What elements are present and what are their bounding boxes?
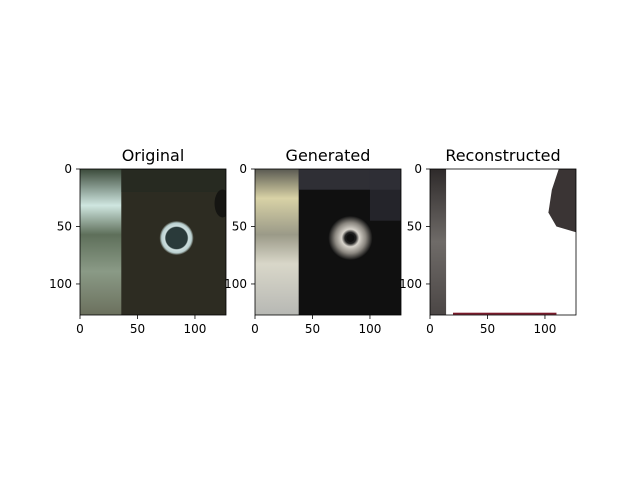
x-tick-label: 50 <box>480 322 495 336</box>
y-tick-label: 100 <box>49 277 72 291</box>
panel-reconstructed: Reconstructed 0 50 100 0 50 100 <box>399 146 577 336</box>
x-tick-label: 50 <box>305 322 320 336</box>
panel-title: Original <box>122 146 185 165</box>
y-tick-label: 50 <box>407 219 422 233</box>
y-tick-label: 0 <box>64 162 72 176</box>
image-generated <box>255 169 401 315</box>
axes-frame <box>429 168 577 316</box>
y-tick-label: 0 <box>414 162 422 176</box>
x-tick-label: 50 <box>130 322 145 336</box>
panel-title: Generated <box>286 146 371 165</box>
panel-title: Reconstructed <box>445 146 560 165</box>
y-tick-label: 50 <box>57 219 72 233</box>
axes-frame <box>79 168 227 316</box>
x-tick-label: 0 <box>251 322 259 336</box>
y-tick-label: 100 <box>399 277 422 291</box>
x-tick-label: 100 <box>359 322 382 336</box>
x-tick-label: 0 <box>76 322 84 336</box>
image-reconstructed <box>430 169 576 315</box>
x-tick-label: 100 <box>534 322 557 336</box>
axes-frame <box>254 168 402 316</box>
x-tick-label: 0 <box>426 322 434 336</box>
x-tick-label: 100 <box>184 322 207 336</box>
y-tick-label: 100 <box>224 277 247 291</box>
image-original <box>80 169 226 315</box>
y-tick-label: 0 <box>239 162 247 176</box>
y-tick-label: 50 <box>232 219 247 233</box>
panel-generated: Generated 0 50 100 0 50 100 <box>224 146 402 336</box>
panel-original: Original 0 50 100 0 50 100 <box>49 146 227 336</box>
